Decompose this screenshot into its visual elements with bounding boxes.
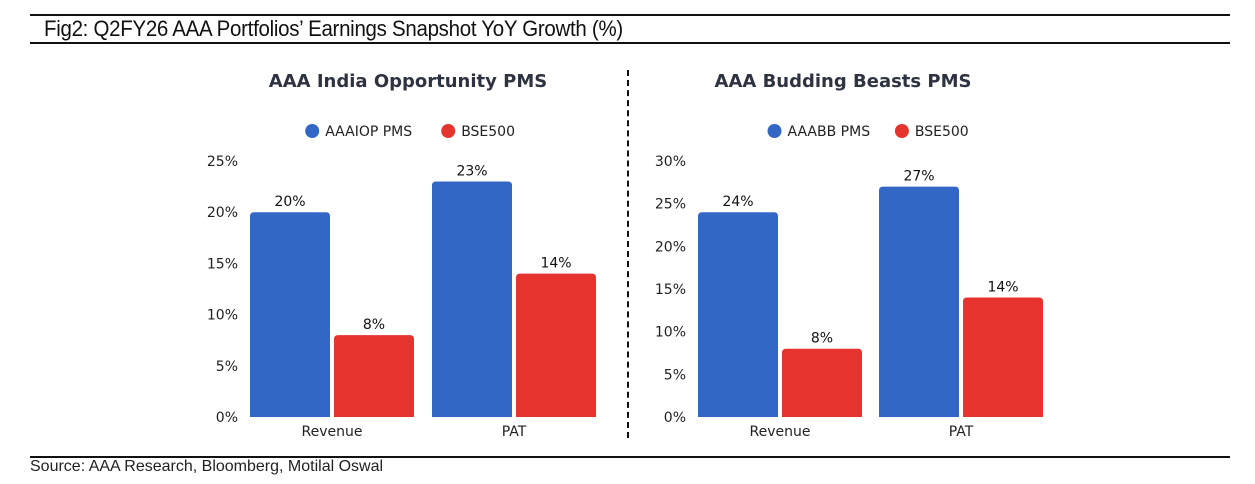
bar bbox=[698, 212, 778, 417]
y-tick-label: 10% bbox=[655, 325, 686, 341]
data-label: 8% bbox=[811, 331, 833, 347]
y-tick-label: 30% bbox=[655, 154, 686, 170]
y-tick-label: 20% bbox=[655, 239, 686, 255]
top-rule bbox=[30, 14, 1230, 16]
legend-marker bbox=[305, 124, 320, 138]
y-tick-label: 0% bbox=[216, 410, 238, 426]
chart-divider bbox=[627, 70, 629, 438]
y-tick-label: 10% bbox=[207, 308, 238, 324]
y-tick-label: 15% bbox=[655, 282, 686, 298]
data-label: 14% bbox=[987, 280, 1018, 296]
y-tick-label: 0% bbox=[664, 410, 686, 426]
legend-label: BSE500 bbox=[915, 124, 969, 140]
data-label: 24% bbox=[722, 194, 753, 210]
x-category-label: PAT bbox=[502, 424, 527, 440]
y-tick-label: 20% bbox=[207, 205, 238, 221]
x-category-label: PAT bbox=[949, 424, 974, 440]
bar bbox=[516, 273, 596, 417]
y-tick-label: 25% bbox=[207, 154, 238, 170]
y-tick-label: 15% bbox=[207, 256, 238, 272]
bar bbox=[963, 297, 1043, 417]
chart-title: AAA Budding Beasts PMS bbox=[715, 71, 972, 92]
x-category-label: Revenue bbox=[302, 424, 363, 440]
bottom-rule bbox=[30, 456, 1230, 458]
y-tick-label: 5% bbox=[216, 359, 238, 375]
bar bbox=[782, 348, 862, 417]
source-note: Source: AAA Research, Bloomberg, Motilal… bbox=[30, 458, 384, 475]
data-label: 20% bbox=[274, 194, 305, 210]
figure-title: Fig2: Q2FY26 AAA Portfolios’ Earnings Sn… bbox=[44, 16, 623, 41]
bar bbox=[432, 181, 512, 417]
bar bbox=[250, 212, 330, 417]
x-category-label: Revenue bbox=[750, 424, 811, 440]
data-label: 23% bbox=[456, 163, 487, 179]
y-tick-label: 25% bbox=[655, 197, 686, 213]
legend-marker bbox=[767, 124, 782, 138]
title-underline bbox=[30, 42, 1230, 44]
legend-marker bbox=[894, 124, 909, 138]
data-label: 8% bbox=[363, 317, 385, 333]
legend-marker bbox=[441, 124, 456, 138]
bar bbox=[879, 186, 959, 417]
legend-label: BSE500 bbox=[461, 124, 515, 140]
legend-label: AAAIOP PMS bbox=[325, 124, 412, 140]
bar bbox=[334, 335, 414, 417]
legend-label: AAABB PMS bbox=[788, 124, 871, 140]
y-tick-label: 5% bbox=[664, 367, 686, 383]
chart-title: AAA India Opportunity PMS bbox=[269, 71, 547, 92]
data-label: 14% bbox=[540, 256, 571, 272]
data-label: 27% bbox=[903, 169, 934, 185]
